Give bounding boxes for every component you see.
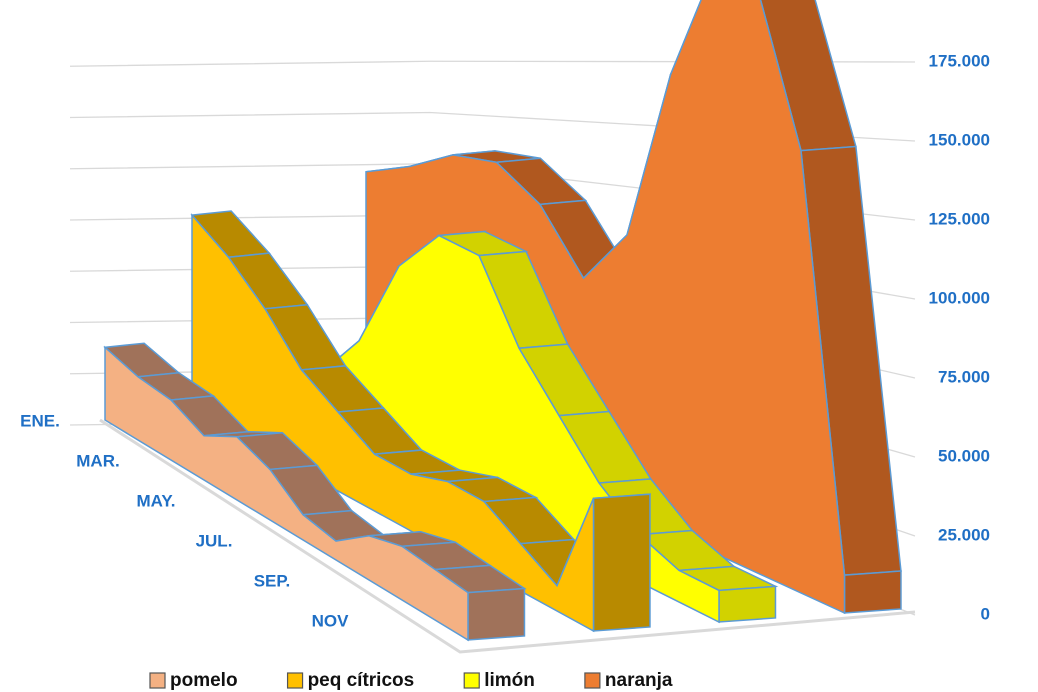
floor — [99, 418, 916, 654]
legend-swatch — [584, 672, 601, 689]
y-tick-label: 150.000 — [929, 130, 990, 149]
area-front — [365, 0, 846, 615]
legend-swatch — [149, 672, 166, 689]
y-tick-label: 125.000 — [929, 209, 990, 228]
x-tick-label: JUL. — [196, 531, 233, 550]
legend-label: peq cítricos — [308, 670, 415, 691]
y-tick-label: 175.000 — [929, 51, 990, 70]
legend-label: limón — [484, 670, 535, 691]
x-tick-label: ENE. — [20, 411, 60, 430]
legend-label: naranja — [605, 670, 673, 691]
ribbon-end — [592, 493, 651, 632]
x-tick-label: SEP. — [254, 571, 291, 590]
area-front — [191, 213, 595, 633]
ribbon-end — [467, 587, 526, 641]
legend-swatch — [286, 672, 304, 689]
x-tick-label: MAR. — [76, 451, 119, 470]
legend-label: pomelo — [170, 670, 238, 691]
legend-swatch — [463, 672, 480, 689]
ribbon-end — [718, 585, 777, 623]
y-tick-label: 75.000 — [938, 367, 990, 386]
x-tick-label: NOV — [312, 611, 350, 630]
ribbon-end — [843, 570, 902, 614]
x-tick-label: MAY. — [136, 491, 175, 510]
y-tick-label: 50.000 — [938, 446, 990, 465]
y-tick-label: 25.000 — [938, 525, 990, 544]
y-tick-label: 0 — [981, 604, 990, 623]
area-front — [104, 345, 469, 642]
y-tick-label: 100.000 — [929, 288, 990, 307]
